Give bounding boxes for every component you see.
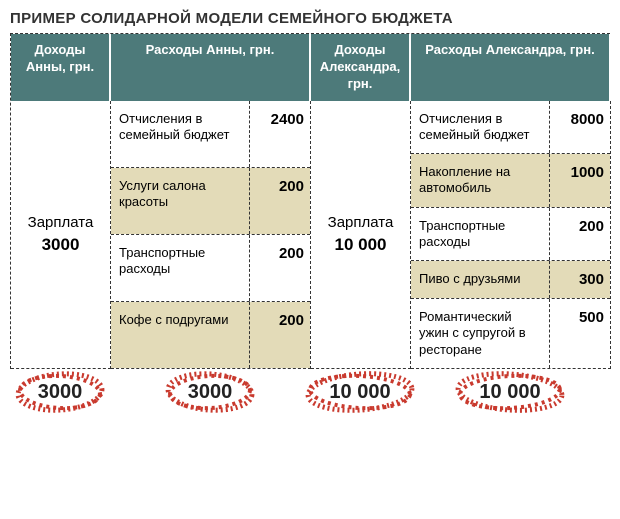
expense-label: Отчисления в семейный бюджет bbox=[411, 101, 550, 154]
expense-value: 500 bbox=[550, 299, 610, 368]
expense-label: Транспортные расходы bbox=[111, 235, 250, 301]
alex-income-cell: Зарплата 10 000 bbox=[311, 101, 411, 369]
anna-income-cell: Зарплата 3000 bbox=[11, 101, 111, 369]
alex-expense-row: Пиво с друзьями300 bbox=[411, 261, 610, 299]
alex-expense-row: Накопление на автомобиль1000 bbox=[411, 154, 610, 208]
expense-label: Романтический ужин с супругой в ресторан… bbox=[411, 299, 550, 368]
anna-income-value: 3000 bbox=[42, 233, 80, 257]
expense-value: 8000 bbox=[550, 101, 610, 154]
expense-value: 300 bbox=[550, 261, 610, 298]
alex-expense-row: Отчисления в семейный бюджет8000 bbox=[411, 101, 610, 155]
expense-value: 200 bbox=[250, 235, 310, 301]
anna-expense-row: Транспортные расходы200 bbox=[111, 235, 310, 302]
anna-expense-row: Кофе с подругами200 bbox=[111, 302, 310, 368]
expense-label: Отчисления в семейный бюджет bbox=[111, 101, 250, 167]
alex-expense-row: Романтический ужин с супругой в ресторан… bbox=[411, 299, 610, 368]
alex-total-income: 10 000 bbox=[310, 363, 410, 423]
expense-value: 200 bbox=[550, 208, 610, 261]
total-value: 3000 bbox=[184, 375, 237, 409]
expense-label: Услуги салона красоты bbox=[111, 168, 250, 234]
col-header-anna-expense: Расходы Анны, грн. bbox=[111, 34, 311, 101]
alex-expenses: Отчисления в семейный бюджет8000Накоплен… bbox=[411, 101, 611, 369]
page-title: ПРИМЕР СОЛИДАРНОЙ МОДЕЛИ СЕМЕЙНОГО БЮДЖЕ… bbox=[10, 10, 610, 27]
totals-row: 3000 3000 10 000 10 000 bbox=[10, 363, 610, 423]
budget-table: Доходы Анны, грн. Расходы Анны, грн. Дох… bbox=[10, 33, 610, 369]
anna-expense-row: Отчисления в семейный бюджет2400 bbox=[111, 101, 310, 168]
anna-expense-row: Услуги салона красоты200 bbox=[111, 168, 310, 235]
expense-label: Пиво с друзьями bbox=[411, 261, 550, 298]
anna-total-expense: 3000 bbox=[110, 363, 310, 423]
expense-label: Накопление на автомобиль bbox=[411, 154, 550, 207]
alex-total-expense: 10 000 bbox=[410, 363, 610, 423]
col-header-alex-income: Доходы Александра, грн. bbox=[311, 34, 411, 101]
expense-label: Транспортные расходы bbox=[411, 208, 550, 261]
alex-income-value: 10 000 bbox=[335, 233, 387, 257]
total-value: 10 000 bbox=[475, 375, 544, 409]
expense-value: 200 bbox=[250, 302, 310, 368]
col-header-alex-expense: Расходы Александра, грн. bbox=[411, 34, 611, 101]
expense-value: 1000 bbox=[550, 154, 610, 207]
total-value: 3000 bbox=[34, 375, 87, 409]
expense-label: Кофе с подругами bbox=[111, 302, 250, 368]
anna-expenses: Отчисления в семейный бюджет2400Услуги с… bbox=[111, 101, 311, 369]
anna-total-income: 3000 bbox=[10, 363, 110, 423]
alex-expense-row: Транспортные расходы200 bbox=[411, 208, 610, 262]
total-value: 10 000 bbox=[325, 375, 394, 409]
anna-income-label: Зарплата bbox=[28, 212, 94, 233]
expense-value: 2400 bbox=[250, 101, 310, 167]
expense-value: 200 bbox=[250, 168, 310, 234]
alex-income-label: Зарплата bbox=[328, 212, 394, 233]
col-header-anna-income: Доходы Анны, грн. bbox=[11, 34, 111, 101]
